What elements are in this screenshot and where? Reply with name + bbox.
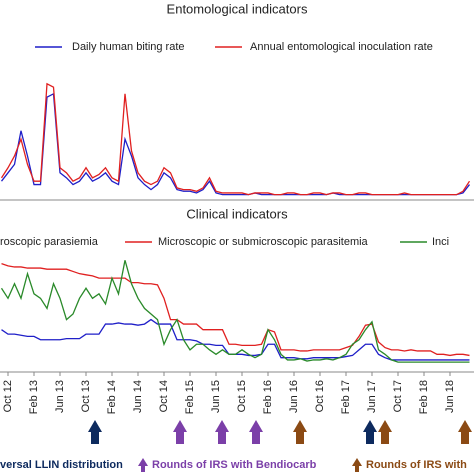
arrows bbox=[88, 420, 472, 472]
x-tick-label: Jun 18 bbox=[444, 380, 456, 413]
series-line bbox=[0, 82, 471, 196]
annotation: Rounds of IRS with bbox=[366, 459, 467, 471]
x-tick-label: Oct 12 bbox=[2, 380, 14, 412]
annotation: Rounds of IRS with Bendiocarb bbox=[152, 459, 317, 471]
x-tick-label: Jun 15 bbox=[210, 380, 222, 413]
x-tick-label: Oct 17 bbox=[392, 380, 404, 412]
legend-label: roscopic parasiemia bbox=[0, 236, 99, 248]
x-tick-label: Feb 14 bbox=[106, 380, 118, 414]
x-tick-label: Feb 16 bbox=[262, 380, 274, 414]
x-tick-label: Oct 16 bbox=[314, 380, 326, 412]
x-tick-label: Oct 14 bbox=[158, 380, 170, 412]
x-tick-label: Oct 13 bbox=[80, 380, 92, 412]
legend-label: Inci bbox=[432, 236, 449, 248]
x-tick-label: Jun 16 bbox=[288, 380, 300, 413]
legend-label: Microscopic or submicroscopic parasitemi… bbox=[158, 236, 369, 248]
x-tick-label: Feb 15 bbox=[184, 380, 196, 414]
bottom-title: Clinical indicators bbox=[186, 206, 288, 221]
series-line bbox=[0, 260, 470, 363]
x-tick-label: Oct 15 bbox=[236, 380, 248, 412]
x-tick-label: Jun 14 bbox=[132, 380, 144, 413]
x-tick-label: Feb 17 bbox=[340, 380, 352, 414]
x-tick-label: Jun 17 bbox=[366, 380, 378, 413]
legend-label: Daily human biting rate bbox=[72, 41, 185, 53]
x-tick-label: Feb 18 bbox=[418, 380, 430, 414]
x-tick-label: Feb 13 bbox=[28, 380, 40, 414]
annotation: versal LLIN distribution bbox=[0, 459, 123, 471]
series-line bbox=[1, 262, 470, 357]
top-title: Entomological indicators bbox=[167, 1, 308, 16]
x-tick-label: Jun 13 bbox=[54, 380, 66, 413]
legend-label: Annual entomological inoculation rate bbox=[250, 41, 433, 53]
